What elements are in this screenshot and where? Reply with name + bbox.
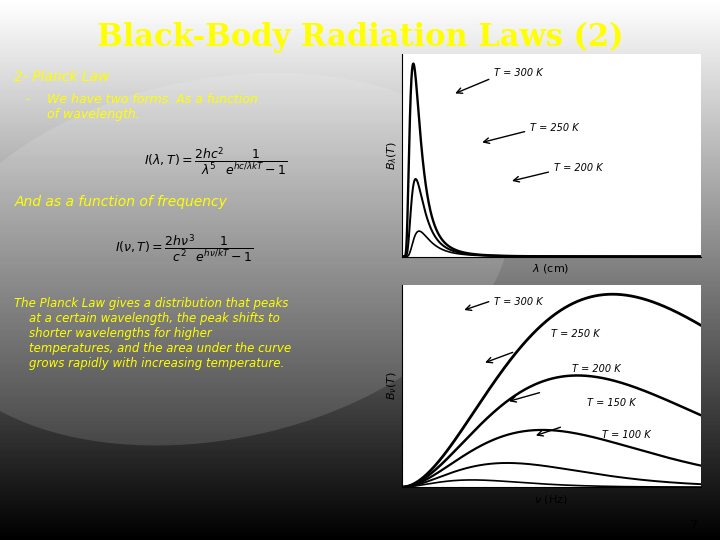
Y-axis label: $B_\nu(T)$: $B_\nu(T)$ (385, 372, 399, 400)
Y-axis label: $B_\lambda(T)$: $B_\lambda(T)$ (385, 141, 399, 170)
Text: $I(\nu,T) = \dfrac{2h\nu^3}{c^2} \dfrac{1}{e^{h\nu/kT}-1}$: $I(\nu,T) = \dfrac{2h\nu^3}{c^2} \dfrac{… (115, 232, 253, 265)
Text: -: - (25, 93, 30, 106)
Text: Black-Body Radiation Laws (2): Black-Body Radiation Laws (2) (96, 22, 624, 53)
Text: T = 150 K: T = 150 K (587, 398, 636, 408)
Text: And as a function of frequency: And as a function of frequency (14, 195, 228, 210)
Text: The Planck Law gives a distribution that peaks
    at a certain wavelength, the : The Planck Law gives a distribution that… (14, 297, 292, 370)
Text: T = 200 K: T = 200 K (554, 164, 603, 173)
Text: 2- Planck Law: 2- Planck Law (14, 70, 109, 84)
Text: T = 250 K: T = 250 K (530, 123, 579, 133)
Text: T = 300 K: T = 300 K (495, 297, 543, 307)
Ellipse shape (0, 73, 510, 446)
X-axis label: $\nu$ (Hz): $\nu$ (Hz) (534, 492, 568, 505)
Text: $I(\lambda,T) = \dfrac{2hc^2}{\lambda^5} \dfrac{1}{e^{hc/\lambda kT}-1}$: $I(\lambda,T) = \dfrac{2hc^2}{\lambda^5}… (144, 146, 288, 178)
Text: T = 200 K: T = 200 K (572, 363, 621, 374)
Text: We have two forms. As a function
of wavelength.: We have two forms. As a function of wave… (47, 93, 258, 121)
X-axis label: $\lambda$ (cm): $\lambda$ (cm) (533, 262, 570, 275)
Text: 7: 7 (690, 519, 698, 532)
Text: T = 100 K: T = 100 K (602, 430, 651, 441)
Text: T = 250 K: T = 250 K (552, 329, 600, 339)
Text: T = 300 K: T = 300 K (495, 68, 543, 78)
